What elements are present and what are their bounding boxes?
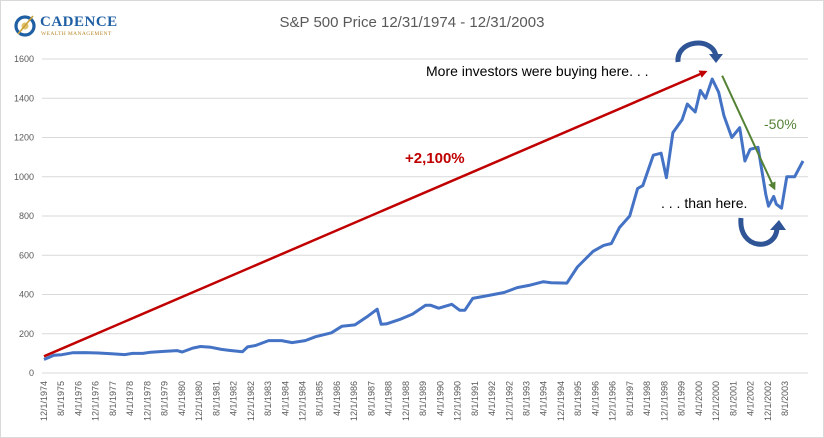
x-tick-label: 8/1/1995: [573, 381, 583, 416]
x-axis-ticks: 12/1/1974 8/1/1975 4/1/1976 12/1/1976 8/1/19…: [39, 381, 790, 421]
x-tick-label: 4/1/1980: [177, 381, 187, 416]
x-tick-label: 12/1/1998: [659, 381, 669, 421]
x-tick-label: 12/1/1978: [142, 381, 152, 421]
x-tick-label: 4/1/1976: [73, 381, 83, 416]
loss-label: -50%: [764, 116, 797, 132]
x-tick-label: 4/1/1994: [539, 381, 549, 416]
company-logo: CADENCE WEALTH MANAGEMENT: [14, 12, 124, 40]
x-tick-label: 8/1/2001: [728, 381, 738, 416]
trough-curved-arrow-head: [770, 220, 786, 230]
compass-icon: [14, 15, 36, 37]
x-tick-label: 12/1/1980: [194, 381, 204, 421]
y-tick-label: 200: [19, 329, 34, 339]
x-tick-label: 8/1/1999: [677, 381, 687, 416]
x-tick-label: 4/1/2002: [746, 381, 756, 416]
x-tick-label: 12/1/1986: [349, 381, 359, 421]
x-tick-label: 8/1/1991: [470, 381, 480, 416]
y-tick-label: 1200: [14, 133, 34, 143]
x-tick-label: 4/1/1996: [590, 381, 600, 416]
x-tick-label: 12/1/2000: [711, 381, 721, 421]
x-tick-label: 8/1/2003: [780, 381, 790, 416]
x-tick-label: 12/1/1976: [91, 381, 101, 421]
peak-curved-arrow-icon: [675, 40, 719, 63]
x-tick-label: 12/1/1974: [39, 381, 49, 421]
chart-title: S&P 500 Price 12/31/1974 - 12/31/2003: [279, 14, 545, 31]
x-tick-label: 12/1/1990: [453, 381, 463, 421]
x-tick-label: 4/1/1992: [487, 381, 497, 416]
x-tick-label: 4/1/1984: [280, 381, 290, 416]
x-tick-label: 8/1/1981: [211, 381, 221, 416]
x-tick-label: 12/1/2002: [763, 381, 773, 421]
peak-curved-arrow-head: [709, 54, 723, 63]
x-tick-label: 12/1/1982: [246, 381, 256, 421]
x-tick-label: 4/1/1986: [332, 381, 342, 416]
x-tick-label: 4/1/1988: [384, 381, 394, 416]
x-tick-label: 8/1/1983: [263, 381, 273, 416]
y-tick-label: 0: [29, 368, 34, 378]
series-layer: [43, 77, 805, 361]
y-tick-label: 400: [19, 290, 34, 300]
series-line: [43, 77, 805, 361]
y-axis-ticks: 0 200 400 600 800 1000 1200 1400 1600: [14, 54, 34, 378]
logo-subtitle: WEALTH MANAGEMENT: [41, 31, 112, 37]
x-tick-label: 8/1/1975: [56, 381, 66, 416]
y-tick-label: 600: [19, 250, 34, 260]
y-tick-label: 800: [19, 211, 34, 221]
gridlines: [42, 58, 808, 374]
x-tick-label: 12/1/1996: [608, 381, 618, 421]
y-tick-label: 1000: [14, 172, 34, 182]
y-tick-label: 1400: [14, 93, 34, 103]
y-tick-label: 1600: [14, 54, 34, 64]
trough-curved-arrow-icon: [738, 217, 780, 247]
loss-arrow: [721, 75, 776, 191]
x-tick-label: 4/1/1978: [125, 381, 135, 416]
top-note-text: More investors were buying here. . .: [426, 63, 649, 79]
x-tick-label: 8/1/1979: [160, 381, 170, 416]
x-tick-label: 12/1/1988: [401, 381, 411, 421]
x-tick-label: 8/1/1997: [625, 381, 635, 416]
gain-label: +2,100%: [405, 150, 465, 167]
logo-name: CADENCE: [40, 14, 118, 30]
x-tick-label: 12/1/1984: [297, 381, 307, 421]
x-tick-label: 8/1/1993: [522, 381, 532, 416]
x-tick-label: 8/1/1977: [108, 381, 118, 416]
bottom-note-text: . . . than here.: [661, 195, 747, 211]
annotations-layer: +2,100% -50% More investors were buying he…: [43, 40, 797, 358]
gain-arrow: [43, 70, 708, 358]
x-tick-label: 4/1/2000: [694, 381, 704, 416]
x-tick-label: 12/1/1992: [504, 381, 514, 421]
x-tick-label: 4/1/1990: [435, 381, 445, 416]
x-tick-label: 4/1/1998: [642, 381, 652, 416]
x-tick-label: 8/1/1987: [366, 381, 376, 416]
x-tick-label: 8/1/1985: [315, 381, 325, 416]
x-tick-label: 8/1/1989: [418, 381, 428, 416]
x-tick-label: 4/1/1982: [229, 381, 239, 416]
x-tick-label: 12/1/1994: [556, 381, 566, 421]
